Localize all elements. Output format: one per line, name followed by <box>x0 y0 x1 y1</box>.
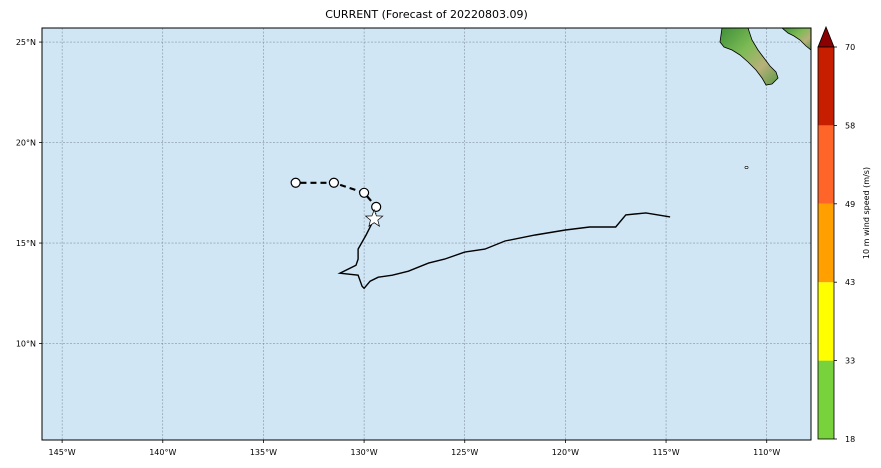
lon-tick-label: 145°W <box>49 448 76 457</box>
colorbar-tick-label: 70 <box>845 43 855 52</box>
colorbar-segment <box>818 360 834 439</box>
forecast-point <box>328 177 339 188</box>
lon-tick-label: 125°W <box>451 448 478 457</box>
lat-tick-label: 20°N <box>16 139 36 148</box>
lat-tick-label: 25°N <box>16 38 36 47</box>
chart-title: CURRENT (Forecast of 20220803.09) <box>325 8 528 21</box>
graticule <box>42 28 811 440</box>
longitude-axis: 145°W 140°W 135°W 130°W 125°W 120°W 115°W 110°W <box>49 440 780 457</box>
lon-tick-label: 115°W <box>652 448 679 457</box>
colorbar-label: 10 m wind speed (m/s) <box>862 167 871 259</box>
forecast-point <box>290 177 301 188</box>
colorbar-tick-label: 43 <box>845 278 855 287</box>
lon-tick-label: 135°W <box>250 448 277 457</box>
colorbar-tick-label: 18 <box>845 435 855 444</box>
ocean-area <box>42 28 811 440</box>
storm-track <box>290 177 671 290</box>
lon-tick-label: 110°W <box>753 448 780 457</box>
mainland-mexico-coast <box>781 28 811 51</box>
colorbar-tick-label: 33 <box>845 357 855 366</box>
colorbar-segment <box>818 125 834 204</box>
lon-tick-label: 140°W <box>149 448 176 457</box>
baja-california-peninsula <box>719 28 779 86</box>
lat-tick-label: 10°N <box>16 340 36 349</box>
current-position-star-icon <box>364 208 384 228</box>
lon-tick-label: 130°W <box>351 448 378 457</box>
colorbar-frame <box>817 46 835 440</box>
socorro-island <box>744 166 749 170</box>
latitude-axis: 25°N 20°N 15°N 10°N <box>16 38 42 349</box>
lon-tick-label: 120°W <box>552 448 579 457</box>
colorbar-tick-label: 58 <box>845 121 855 130</box>
colorbar: 18 33 43 49 58 70 10 m wind speed (m/s) <box>817 25 871 444</box>
lat-tick-label: 15°N <box>16 239 36 248</box>
colorbar-tick-label: 49 <box>845 200 855 209</box>
past-track-line <box>337 212 671 290</box>
land-masses <box>719 28 811 170</box>
map-border <box>41 27 812 441</box>
colorbar-segment <box>818 282 834 361</box>
colorbar-extend-arrow <box>817 25 835 48</box>
colorbar-segment <box>818 203 834 283</box>
colorbar-segment <box>818 47 834 126</box>
forecast-point <box>358 187 370 198</box>
forecast-point <box>371 201 382 212</box>
